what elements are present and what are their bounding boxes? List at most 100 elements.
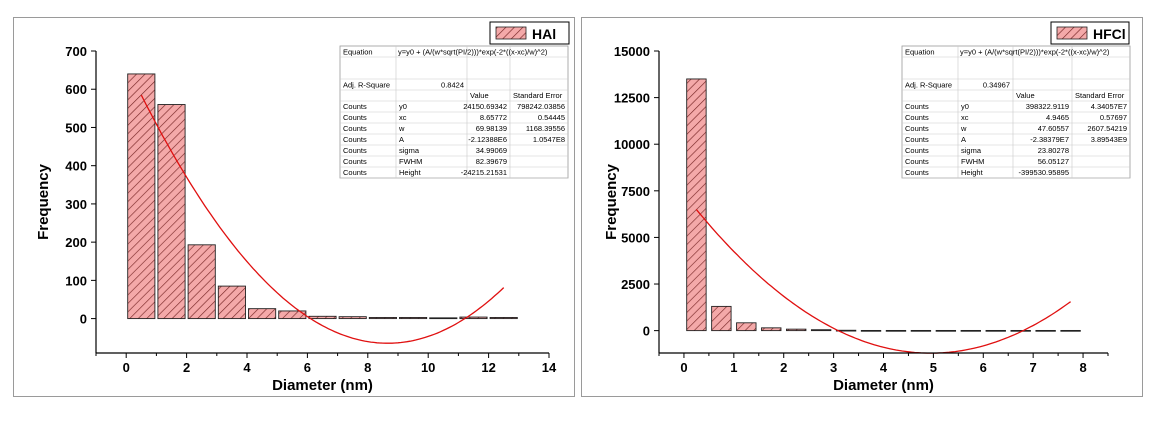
fit-row-value: -24215.21531 (461, 168, 507, 177)
fit-adj-r-label: Adj. R-Square (343, 81, 390, 90)
fit-equation-label: Equation (905, 48, 935, 57)
legend-swatch (1056, 26, 1088, 40)
fit-row-counts: Counts (905, 146, 929, 155)
fit-row-counts: Counts (905, 113, 929, 122)
fit-row-counts: Counts (343, 168, 367, 177)
fit-row-param: xc (399, 113, 407, 122)
x-tick-label: 8 (1079, 360, 1086, 375)
histogram-bar (711, 305, 732, 332)
histogram-bar (1035, 329, 1056, 332)
fit-row-value: 24150.69342 (463, 102, 507, 111)
fit-equation: y=y0 + (A/(w*sqrt(PI/2)))*exp(-2*((x-xc)… (398, 48, 548, 57)
x-tick-label: 0 (680, 360, 687, 375)
histogram-bar (248, 308, 277, 320)
histogram-bar (885, 329, 907, 332)
x-tick-label: 6 (980, 360, 987, 375)
fit-row-value: -399530.95895 (1019, 168, 1069, 177)
x-tick-label: 3 (830, 360, 837, 375)
x-tick-label: 2 (183, 360, 190, 375)
y-tick-label: 500 (65, 120, 87, 135)
fit-row-value: 34.99069 (476, 146, 507, 155)
histogram-bar (910, 329, 932, 332)
histogram-bar (860, 329, 882, 332)
fit-row-value: 4.9465 (1046, 113, 1069, 122)
fit-row-value: 8.65772 (480, 113, 507, 122)
x-tick-label: 14 (542, 360, 557, 375)
gauss-fit-curve (140, 94, 505, 344)
histogram-bar (960, 329, 981, 332)
fit-row-counts: Counts (905, 135, 929, 144)
fit-row-error: 4.34057E7 (1091, 102, 1127, 111)
fit-row-param: w (398, 124, 405, 133)
fit-row-counts: Counts (343, 124, 367, 133)
histogram-bar (368, 316, 397, 320)
fit-row-error: 1.0547E8 (533, 135, 565, 144)
fit-row-value: 23.80278 (1038, 146, 1069, 155)
fit-row-counts: Counts (905, 168, 929, 177)
x-tick-label: 8 (364, 360, 371, 375)
fit-row-param: FWHM (961, 157, 984, 166)
histogram-bar (399, 316, 428, 320)
y-tick-label: 7500 (621, 184, 650, 199)
x-tick-label: 1 (730, 360, 737, 375)
histogram-bar (187, 244, 216, 320)
y-tick-label: 5000 (621, 230, 650, 245)
y-tick-label: 0 (643, 324, 650, 339)
histogram-bar (157, 104, 186, 320)
y-tick-label: 300 (65, 197, 87, 212)
x-tick-label: 4 (243, 360, 251, 375)
histogram-bar (338, 316, 367, 320)
fit-row-counts: Counts (343, 135, 367, 144)
histogram-bar (459, 316, 488, 320)
histogram-bar (985, 329, 1006, 332)
fit-row-error: 2607.54219 (1087, 124, 1127, 133)
legend-label: HFCl (1093, 26, 1126, 42)
fit-adj-r-value: 0.34967 (983, 81, 1010, 90)
histogram-hfcl: 0 1 2 3 4 5 6 7 8 0 2500 5000 7500 10000 12500 15000 Dia… (603, 21, 1131, 394)
histogram-bar (429, 317, 458, 320)
fit-row-param: FWHM (399, 157, 422, 166)
y-tick-label: 12500 (614, 91, 650, 106)
fit-col-error-header: Standard Error (1075, 91, 1125, 100)
histogram-bar (736, 322, 757, 332)
fit-adj-r-value: 0.8424 (441, 81, 464, 90)
chart-panel-hal: 0 2 4 6 8 10 12 14 0 100 200 300 400 500 600 700 Diamete… (13, 17, 575, 397)
fit-adj-r-label: Adj. R-Square (905, 81, 952, 90)
x-tick-label: 2 (780, 360, 787, 375)
fit-equation: y=y0 + (A/(w*sqrt(PI/2)))*exp(-2*((x-xc)… (960, 48, 1110, 57)
x-tick-label: 7 (1030, 360, 1037, 375)
y-tick-label: 15000 (614, 44, 650, 59)
y-tick-label: 10000 (614, 137, 650, 152)
y-tick-label: 2500 (621, 277, 650, 292)
fit-row-param: Height (961, 168, 984, 177)
gauss-fit-curve (695, 209, 1071, 354)
x-tick-label: 12 (481, 360, 495, 375)
histogram-bar (786, 328, 807, 332)
fit-col-value-header: Value (470, 91, 489, 100)
histogram-bar (686, 78, 707, 332)
y-axis-label: Frequency (603, 163, 620, 240)
x-tick-label: 6 (304, 360, 311, 375)
legend-label: HAl (532, 26, 556, 42)
fit-row-counts: Counts (343, 157, 367, 166)
fit-row-counts: Counts (343, 102, 367, 111)
y-tick-label: 0 (80, 312, 87, 327)
fit-row-value: 56.05127 (1038, 157, 1069, 166)
fit-row-counts: Counts (905, 124, 929, 133)
fit-col-value-header: Value (1016, 91, 1035, 100)
fit-row-value: 69.98139 (476, 124, 507, 133)
fit-row-param: w (960, 124, 967, 133)
fit-row-param: sigma (399, 146, 420, 155)
histogram-bar (489, 316, 518, 320)
x-tick-label: 0 (123, 360, 130, 375)
fit-row-value: 82.39679 (476, 157, 507, 166)
fit-row-error: 0.57697 (1100, 113, 1127, 122)
histogram-bar (935, 329, 957, 332)
y-tick-label: 600 (65, 82, 87, 97)
histogram-bar (810, 329, 832, 332)
y-tick-label: 400 (65, 159, 87, 174)
fit-row-value: 47.60557 (1038, 124, 1069, 133)
fit-row-counts: Counts (905, 157, 929, 166)
histogram-bar (308, 315, 337, 320)
fit-row-param: sigma (961, 146, 982, 155)
